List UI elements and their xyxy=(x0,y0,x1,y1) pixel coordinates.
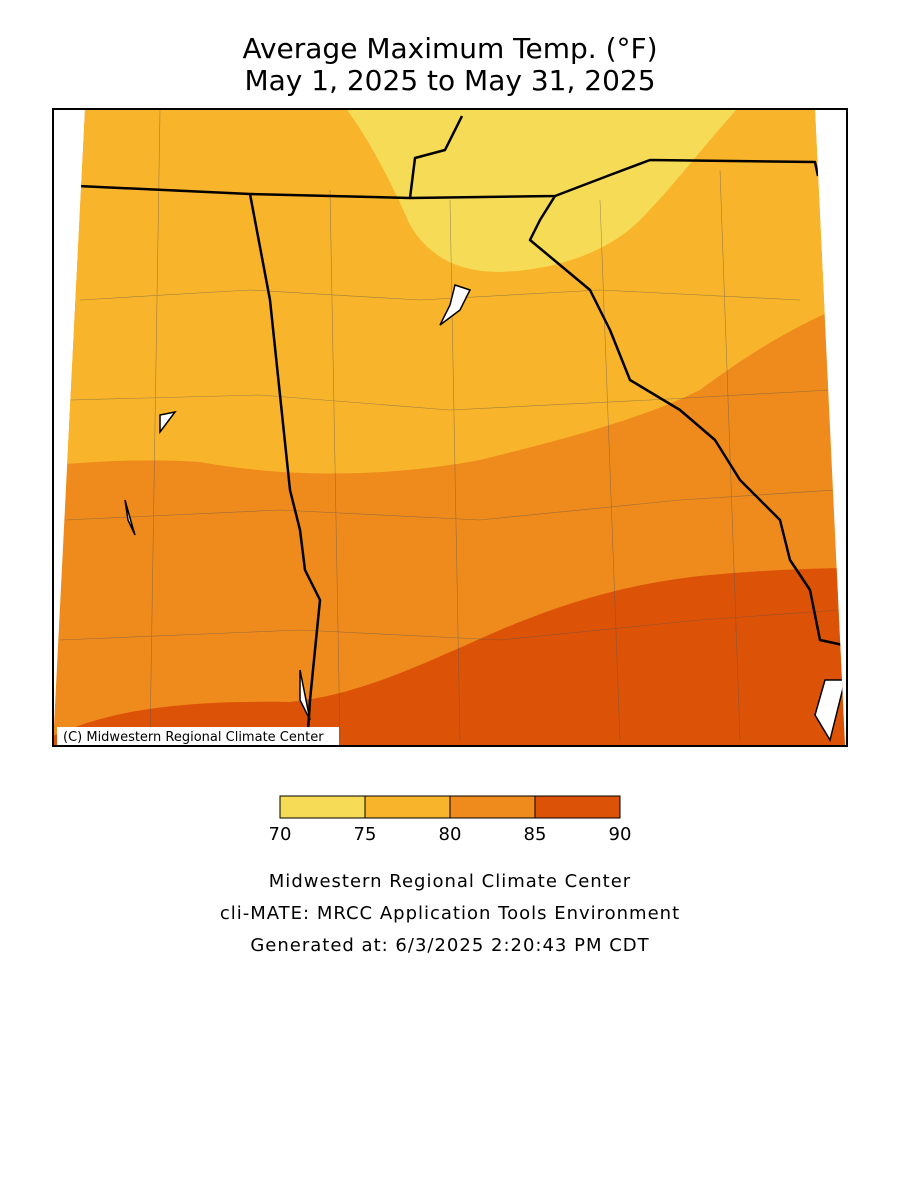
legend-tick-label: 85 xyxy=(524,824,547,845)
legend-swatch xyxy=(449,795,536,819)
legend-swatch xyxy=(364,795,451,819)
state-border xyxy=(528,195,844,647)
legend-swatch xyxy=(279,795,366,819)
title-line: Average Maximum Temp. (°F) xyxy=(242,32,657,65)
legend: 70 75 80 85 90 xyxy=(269,795,632,845)
legend-tick-label: 70 xyxy=(269,824,292,845)
map-frame xyxy=(52,108,848,747)
temperature-map xyxy=(53,110,845,746)
copyright: (C) Midwestern Regional Climate Center xyxy=(63,730,324,745)
band-85-90 xyxy=(53,568,845,746)
legend-swatch xyxy=(534,795,621,819)
title-line: May 1, 2025 to May 31, 2025 xyxy=(244,64,655,97)
copyright-box xyxy=(57,727,339,745)
footer-line: Midwestern Regional Climate Center xyxy=(269,871,631,892)
legend-tick-label: 80 xyxy=(439,824,462,845)
footer-line: cli-MATE: MRCC Application Tools Environ… xyxy=(220,903,680,924)
water-body xyxy=(124,284,845,742)
state-border xyxy=(408,115,464,199)
state-border xyxy=(77,158,820,200)
legend-tick-label: 75 xyxy=(354,824,377,845)
legend-tick-label: 90 xyxy=(609,824,632,845)
band-70-75 xyxy=(340,110,745,272)
state-border xyxy=(248,193,322,746)
footer-line: Generated at: 6/3/2025 2:20:43 PM CDT xyxy=(250,935,649,956)
county-lines xyxy=(59,110,841,741)
